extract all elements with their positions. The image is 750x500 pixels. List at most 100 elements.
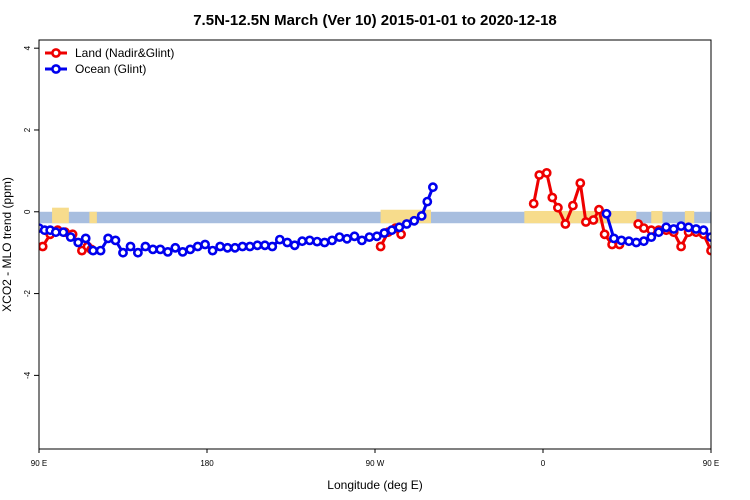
ocean-data-point (379, 228, 390, 238)
land-data-point (541, 167, 552, 178)
land-mask-segment (89, 211, 97, 224)
ocean-data-point (601, 208, 612, 219)
ocean-data-point (661, 222, 672, 233)
land-data-point (375, 241, 386, 252)
ocean-data-point (170, 242, 181, 253)
ocean-data-point (65, 232, 76, 242)
land-mask-segment (524, 210, 637, 224)
ocean-data-point (646, 232, 657, 242)
land-data-point (553, 202, 563, 213)
y-tick-label: -2 (23, 289, 32, 297)
y-axis-label: XCO2 - MLO trend (ppm) (0, 177, 14, 312)
legend-ocean-marker (51, 64, 61, 74)
land-data-point (594, 204, 604, 215)
ocean-data-point (244, 241, 255, 252)
ocean-data-point (207, 245, 218, 256)
legend-ocean-label: Ocean (Glint) (75, 62, 146, 76)
ocean-data-point (252, 240, 263, 251)
land-mask-segment (651, 210, 663, 224)
ocean-data-point (638, 236, 649, 247)
ocean-data-point (215, 241, 225, 252)
land-data-point (719, 247, 726, 254)
chart-title: 7.5N-12.5N March (Ver 10) 2015-01-01 to … (193, 12, 557, 29)
ocean-data-point (631, 237, 642, 248)
ocean-data-point (334, 232, 345, 242)
ocean-data-point (50, 227, 61, 238)
x-tick-label: 0 (541, 459, 546, 468)
x-tick-label: 90 E (703, 459, 719, 468)
y-tick-label: 0 (23, 209, 32, 214)
y-tick-label: 4 (23, 45, 32, 50)
ocean-data-point (289, 240, 300, 251)
ocean-data-point (103, 233, 113, 244)
ocean-data-point (80, 233, 91, 244)
legend-land-label: Land (Nadir&Glint) (75, 46, 174, 60)
ocean-data-point (676, 221, 686, 231)
ocean-data-point (125, 241, 136, 252)
ocean-data-point (312, 236, 322, 247)
ocean-data-point (691, 224, 701, 234)
ocean-data-point (745, 238, 750, 245)
ocean-data-point (185, 244, 196, 255)
ocean-data-point (155, 244, 166, 255)
ocean-data-point (259, 240, 270, 251)
legend: Land (Nadir&Glint) Ocean (Glint) (45, 46, 174, 76)
ocean-data-point (88, 245, 98, 256)
ocean-data-point (192, 241, 203, 252)
ocean-data-point (730, 245, 737, 252)
land-data-point (588, 215, 599, 225)
land-mask-segment (684, 210, 695, 224)
x-tick-label: 90 E (31, 459, 47, 468)
land-data-point (581, 217, 591, 227)
ocean-data-point (274, 234, 285, 245)
ocean-data-point (616, 235, 627, 246)
ocean-data-point (297, 236, 308, 247)
ocean-data-point (110, 235, 121, 246)
ocean-data-point (349, 231, 360, 242)
ocean-data-point (683, 222, 694, 233)
ocean-data-point (653, 227, 664, 238)
ocean-data-point (364, 232, 375, 242)
ocean-data-point (200, 239, 210, 250)
ocean-data-point (222, 242, 233, 253)
land-data-point (575, 178, 586, 188)
land-data-point (528, 198, 539, 209)
ocean-data-point (371, 231, 382, 242)
ocean-data-point (73, 237, 84, 248)
land-mask-segment (52, 207, 69, 224)
ocean-data-point (230, 242, 240, 253)
land-data-point (676, 241, 686, 252)
ocean-band (39, 211, 711, 224)
land-data-point (568, 200, 578, 211)
land-data-point (599, 229, 610, 240)
ocean-data-point (609, 233, 619, 244)
ocean-data-point (715, 237, 722, 244)
ocean-data-point (132, 247, 143, 258)
ocean-data-point (427, 182, 438, 193)
ocean-data-point (118, 247, 128, 258)
y-tick-label: -4 (23, 371, 32, 379)
ocean-data-point (394, 222, 405, 233)
land-data-point (638, 223, 649, 233)
land-data-point (713, 243, 720, 250)
ocean-data-point (386, 225, 397, 236)
y-tick-label: 2 (23, 127, 32, 132)
legend-land-marker (51, 48, 61, 58)
ocean-data-point (342, 233, 352, 244)
ocean-data-point (722, 246, 729, 253)
ocean-data-point (422, 196, 433, 207)
land-data-point (706, 245, 711, 256)
ocean-data-point (416, 210, 427, 221)
ocean-data-point (706, 232, 711, 242)
ocean-data-point (58, 227, 69, 238)
ocean-data-point (177, 246, 188, 257)
ocean-data-point (95, 245, 106, 256)
ocean-data-point (737, 237, 744, 244)
ocean-data-point (356, 235, 367, 246)
plot-area (39, 167, 750, 258)
land-data-point (560, 219, 571, 229)
ocean-data-point (267, 241, 278, 252)
ocean-data-point (327, 235, 337, 246)
x-axis-label: Longitude (deg E) (327, 478, 422, 492)
